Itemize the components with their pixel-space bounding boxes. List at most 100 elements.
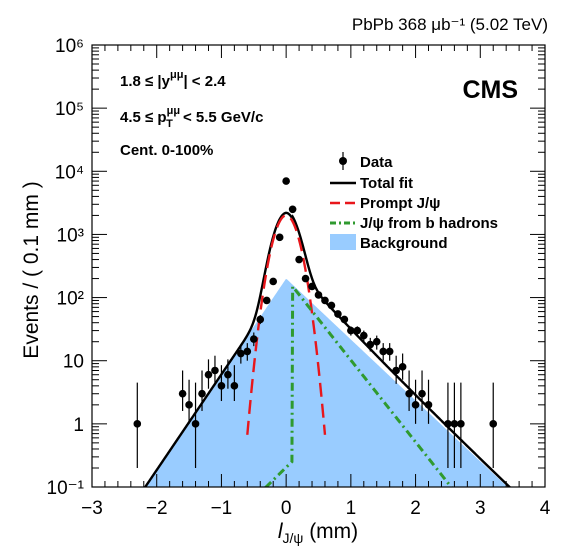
data-point-marker — [321, 296, 329, 305]
data-point-marker — [424, 401, 433, 409]
data-point — [353, 326, 362, 336]
data-point-marker — [269, 277, 278, 286]
data-point-marker — [334, 310, 342, 318]
data-point-marker — [385, 347, 394, 356]
y-tick-label: 10⁴ — [55, 162, 84, 183]
data-point — [418, 370, 426, 411]
data-point — [262, 296, 271, 305]
data-point-marker — [282, 177, 290, 185]
data-point — [314, 291, 323, 299]
data-point-marker — [224, 370, 232, 379]
data-point-marker — [237, 349, 245, 358]
data-point-marker — [256, 315, 265, 324]
legend: Data Total fit Prompt J/ψ J/ψ from b had… — [330, 152, 498, 252]
data-point — [185, 379, 193, 424]
data-point-marker — [372, 337, 381, 346]
x-tick-label: −3 — [81, 498, 103, 519]
data-point-marker — [489, 420, 498, 428]
data-point — [295, 255, 303, 264]
data-point — [282, 177, 290, 185]
data-point-marker — [398, 363, 407, 371]
data-point-marker — [418, 389, 426, 398]
legend-total-fit: Total fit — [330, 175, 413, 192]
data-point-marker — [191, 420, 200, 428]
data-point — [444, 382, 452, 468]
data-point — [379, 343, 388, 361]
data-point — [204, 359, 213, 389]
data-point — [269, 277, 278, 286]
data-point — [288, 205, 297, 214]
y-tick-label: 10² — [57, 289, 84, 310]
x-tick-label: −2 — [146, 498, 168, 519]
data-point-marker — [457, 420, 465, 428]
data-point — [327, 301, 336, 310]
rapidity-annotation: 1.8 ≤ |yμμ| < 2.4 — [120, 69, 226, 90]
data-point-marker — [301, 274, 310, 283]
data-point-marker — [288, 205, 297, 214]
data-point-marker — [230, 382, 239, 390]
x-tick-label: 2 — [410, 498, 421, 519]
data-point — [224, 359, 232, 389]
x-tick-label: 1 — [346, 498, 357, 519]
data-point — [133, 382, 142, 468]
x-axis-title: lJ/ψ (mm) — [278, 520, 358, 546]
data-point — [237, 344, 245, 364]
data-point — [340, 315, 349, 324]
data-point-marker — [340, 315, 349, 324]
data-point-marker — [347, 326, 355, 335]
data-point-marker — [314, 291, 323, 299]
data-point-marker — [366, 340, 375, 349]
data-point — [366, 337, 375, 352]
data-point — [321, 296, 329, 305]
data-point — [301, 274, 310, 283]
legend-background: Background — [330, 234, 448, 252]
x-tick-label: −1 — [211, 498, 233, 519]
y-tick-label: 10⁵ — [55, 99, 84, 120]
data-point-marker — [444, 420, 452, 428]
data-point-marker — [178, 389, 187, 398]
nonprompt-jpsi-line — [264, 282, 454, 487]
data-point-marker — [308, 282, 316, 291]
data-point — [360, 330, 368, 342]
legend-data: Data — [339, 152, 393, 171]
data-point — [392, 355, 400, 384]
data-point-marker — [133, 420, 142, 428]
data-point — [230, 365, 239, 402]
data-point — [275, 233, 284, 242]
data-point — [198, 370, 206, 411]
y-tick-label: 10 — [63, 352, 84, 373]
y-axis-title: Events / ( 0.1 mm ) — [20, 181, 43, 358]
data-point-marker — [243, 347, 252, 356]
data-point — [405, 370, 413, 411]
data-point-marker — [211, 366, 219, 375]
data-point — [372, 335, 381, 350]
x-tick-label: 4 — [540, 498, 551, 519]
pt-annotation: 4.5 ≤ pμμ T < 5.5 GeV/c — [120, 105, 263, 130]
legend-prompt: Prompt J/ψ — [330, 195, 440, 212]
header-label: PbPb 368 μb⁻¹ (5.02 TeV) — [352, 15, 548, 34]
data-point-marker — [275, 233, 284, 242]
legend-label-prompt: Prompt J/ψ — [360, 195, 440, 212]
data-point-marker — [295, 255, 303, 264]
data-point-marker — [327, 301, 336, 310]
data-point-marker — [262, 296, 271, 305]
data-point — [211, 355, 219, 384]
data-point — [457, 382, 465, 468]
background-fill — [92, 279, 545, 487]
data-point — [178, 370, 187, 411]
data-point-marker — [392, 366, 400, 375]
data-point — [243, 343, 252, 361]
legend-nonprompt: J/ψ from b hadrons — [330, 215, 498, 232]
data-point — [334, 310, 342, 318]
legend-label-nonprompt: J/ψ from b hadrons — [360, 215, 498, 232]
data-point — [249, 332, 258, 347]
data-points — [133, 177, 498, 468]
data-point — [256, 314, 265, 325]
prompt-jpsi-line — [246, 214, 327, 435]
plot-frame — [91, 44, 546, 488]
data-point — [385, 343, 394, 361]
data-point — [191, 382, 200, 468]
legend-label-data: Data — [360, 154, 393, 171]
centrality-annotation: Cent. 0-100% — [120, 142, 213, 159]
